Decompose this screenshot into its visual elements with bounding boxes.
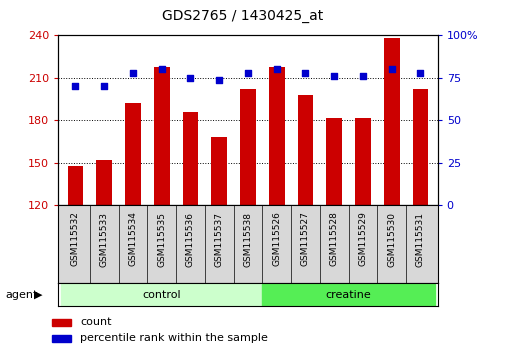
Text: count: count (80, 317, 111, 327)
Point (329, 73, 337, 79)
Text: agent: agent (5, 290, 37, 300)
Text: GSM115530: GSM115530 (386, 212, 395, 267)
Bar (262, 284, 434, 306)
Text: GSM115533: GSM115533 (99, 212, 109, 267)
Text: GSM115535: GSM115535 (157, 212, 166, 267)
Bar (297, 95, 313, 205)
Bar (125, 103, 140, 205)
Bar (182, 112, 198, 205)
Point (71, 84, 79, 89)
Text: percentile rank within the sample: percentile rank within the sample (80, 333, 267, 343)
Text: ▶: ▶ (34, 290, 42, 300)
Text: GSM115536: GSM115536 (185, 212, 194, 267)
Point (301, 70, 309, 76)
Text: GSM115537: GSM115537 (214, 212, 223, 267)
Text: GSM115531: GSM115531 (415, 212, 424, 267)
Text: GSM115534: GSM115534 (128, 212, 137, 267)
Point (387, 67, 395, 72)
Bar (268, 67, 284, 205)
Point (416, 70, 424, 76)
Bar (96, 160, 112, 205)
Text: control: control (142, 290, 181, 300)
Point (215, 77, 223, 82)
Text: GDS2765 / 1430425_at: GDS2765 / 1430425_at (162, 9, 323, 23)
Point (186, 75, 194, 81)
Bar (383, 38, 399, 205)
Point (129, 70, 137, 76)
Bar (211, 137, 227, 205)
Text: creatine: creatine (325, 290, 371, 300)
Bar (326, 118, 341, 205)
Bar (52, 319, 71, 326)
Bar (154, 67, 169, 205)
Text: GSM115529: GSM115529 (358, 212, 367, 267)
Point (158, 67, 166, 72)
Point (272, 67, 280, 72)
Point (358, 73, 366, 79)
Text: GSM115538: GSM115538 (243, 212, 252, 267)
Bar (61, 284, 262, 306)
Bar (239, 89, 256, 205)
Text: GSM115532: GSM115532 (71, 212, 80, 267)
Text: GSM115528: GSM115528 (329, 212, 338, 267)
Bar (52, 335, 71, 342)
Bar (355, 118, 370, 205)
Point (243, 70, 251, 76)
Bar (67, 166, 83, 205)
Bar (412, 89, 428, 205)
Text: GSM115527: GSM115527 (300, 212, 310, 267)
Point (100, 84, 108, 89)
Text: GSM115526: GSM115526 (272, 212, 281, 267)
